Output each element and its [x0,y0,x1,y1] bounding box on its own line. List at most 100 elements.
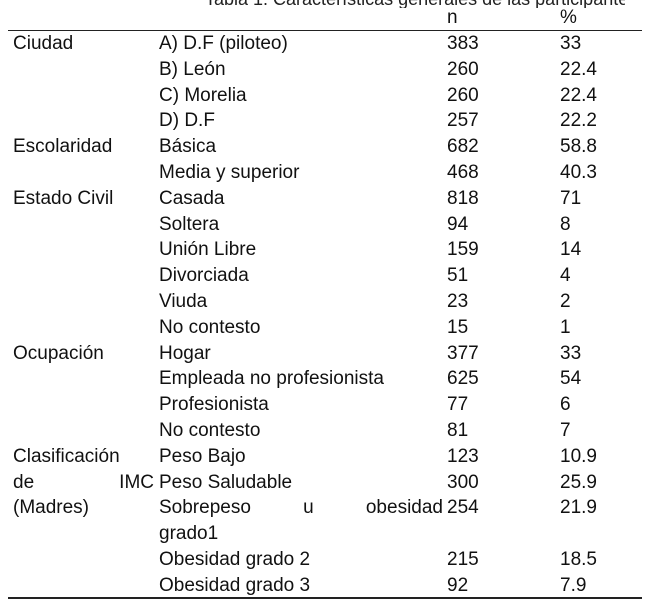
percent-cell: 8 [560,213,571,235]
group-label: Ocupación [13,342,104,364]
table-row: Empleada no profesionista 625 54 [8,366,642,392]
group-label: (Madres) [13,497,90,519]
category-cell: Peso Bajo [159,445,246,467]
percent-cell: 7 [560,419,571,441]
table-row: Viuda 23 2 [8,289,642,315]
header-percent: % [560,7,577,28]
group-label: Clasificación [13,445,120,467]
n-cell: 383 [447,33,479,54]
category-cell: Profesionista [159,394,269,416]
table-row: Profesionista 77 6 [8,392,642,418]
percent-cell: 21.9 [560,497,597,519]
percent-cell: 33 [560,33,582,54]
group-label: Ciudad [13,33,74,54]
group-label: Estado Civil [13,187,114,209]
group-label: Escolaridad [13,136,113,158]
n-cell: 257 [447,110,479,132]
table-row: B) León 260 22.4 [8,57,642,83]
table-row: Obesidad grado 3 92 7.9 [8,573,642,599]
n-cell: 260 [447,84,479,106]
table-row: (Madres) Sobrepeso u obesidad grado1 254… [8,495,642,547]
table-row: Unión Libre 159 14 [8,237,642,263]
category-line: grado1 [159,523,219,545]
table-row: Escolaridad Básica 682 58.8 [8,134,642,160]
category-line: Sobrepeso u obesidad [159,497,443,519]
percent-cell: 14 [560,239,582,261]
percent-cell: 33 [560,342,582,364]
percent-cell: 6 [560,394,571,416]
n-cell: 23 [447,290,469,312]
n-cell: 682 [447,136,479,158]
category-cell: Obesidad grado 3 [159,574,311,596]
n-cell: 468 [447,161,479,183]
n-cell: 625 [447,368,479,390]
percent-cell: 22.4 [560,84,597,106]
percent-cell: 22.4 [560,58,597,80]
percent-cell: 22.2 [560,110,597,132]
n-cell: 818 [447,187,479,209]
characteristics-table: n % Ciudad A) D.F (piloteo) 383 33 B) Le… [8,5,642,599]
percent-cell: 71 [560,187,582,209]
category-cell: Hogar [159,342,211,364]
group-label: de IMC [13,471,154,493]
n-cell: 254 [447,497,479,519]
n-cell: 94 [447,213,469,235]
header-category [154,5,443,31]
category-cell: B) León [159,58,226,80]
percent-cell: 1 [560,316,571,338]
table-row: Ciudad A) D.F (piloteo) 383 33 [8,31,642,57]
header-n: n [447,7,458,28]
table-row: Obesidad grado 2 215 18.5 [8,547,642,573]
percent-cell: 25.9 [560,471,597,493]
category-cell: Media y superior [159,161,300,183]
n-cell: 377 [447,342,479,364]
percent-cell: 58.8 [560,136,597,158]
table-row: Media y superior 468 40.3 [8,160,642,186]
n-cell: 159 [447,239,479,261]
percent-cell: 54 [560,368,582,390]
category-cell: Básica [159,136,217,158]
n-cell: 81 [447,419,469,441]
percent-cell: 2 [560,290,571,312]
bottom-rule [8,597,642,599]
category-cell: Viuda [159,290,208,312]
table-row: de IMC Peso Saludable 300 25.9 [8,470,642,496]
percent-cell: 40.3 [560,161,597,183]
category-cell: No contesto [159,316,261,338]
n-cell: 300 [447,471,479,493]
category-cell: Sobrepeso u obesidad grado1 [154,495,443,547]
category-cell: Soltera [159,213,220,235]
category-cell: C) Morelia [159,84,247,106]
n-cell: 77 [447,394,469,416]
category-cell: Peso Saludable [159,471,293,493]
table-row: Estado Civil Casada 818 71 [8,186,642,212]
n-cell: 123 [447,445,479,467]
table-row: No contesto 81 7 [8,418,642,444]
table-row: Ocupación Hogar 377 33 [8,341,642,367]
header-variable [8,5,154,31]
category-cell: Divorciada [159,265,249,287]
n-cell: 51 [447,265,469,287]
category-cell: Obesidad grado 2 [159,548,311,570]
percent-cell: 4 [560,265,571,287]
percent-cell: 10.9 [560,445,597,467]
n-cell: 92 [447,574,469,596]
n-cell: 215 [447,548,479,570]
percent-cell: 18.5 [560,548,597,570]
n-cell: 15 [447,316,469,338]
table-row: D) D.F 257 22.2 [8,108,642,134]
category-cell: Unión Libre [159,239,257,261]
n-cell: 260 [447,58,479,80]
table-row: Soltera 94 8 [8,212,642,238]
category-cell: No contesto [159,419,261,441]
table-caption: Tabla 1. Características generales de la… [205,0,625,8]
percent-cell: 7.9 [560,574,587,596]
header-rule [8,30,642,31]
table-row: C) Morelia 260 22.4 [8,83,642,109]
category-cell: A) D.F (piloteo) [159,33,288,54]
category-cell: D) D.F [159,110,215,132]
table-row: No contesto 15 1 [8,315,642,341]
category-cell: Empleada no profesionista [159,368,384,390]
table-row: Divorciada 51 4 [8,263,642,289]
header-row: n % [8,5,642,31]
